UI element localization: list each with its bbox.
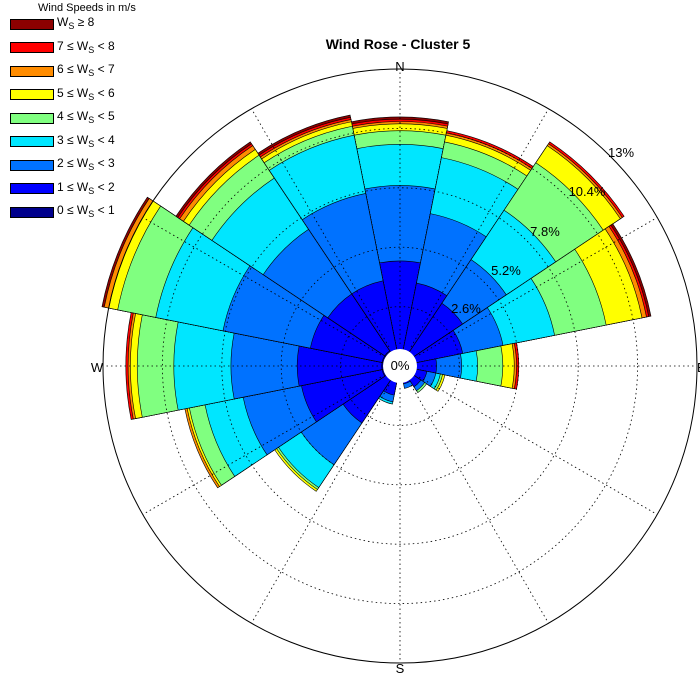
legend-swatch [10, 112, 54, 124]
wind-rose-wedges [101, 114, 652, 492]
radial-label-3: 7.8% [530, 224, 560, 239]
legend-item: 2 ≤ WS < 3 [10, 156, 115, 172]
radial-label-1: 2.6% [451, 301, 481, 316]
legend-label: WS ≥ 8 [57, 15, 95, 31]
legend-swatch [10, 89, 54, 100]
radial-label-2: 5.2% [491, 263, 521, 278]
legend-swatch [10, 18, 54, 30]
grid-circle-4 [161, 127, 639, 605]
grid-spoke-30 [410, 108, 549, 348]
west-label: W [91, 360, 104, 375]
legend-item: 4 ≤ WS < 5 [10, 109, 115, 125]
legend-label: 3 ≤ WS < 4 [57, 132, 115, 149]
center-disc [383, 349, 417, 383]
wedge-dir15-bin1 [351, 280, 401, 367]
legend-title: Wind Speeds in m/s [38, 2, 136, 14]
grid-spoke-330 [251, 108, 390, 348]
polar-grid [102, 68, 698, 664]
legend-label: 6 ≤ WS < 7 [57, 62, 115, 78]
chart-title: Wind Rose - Cluster 5 [326, 36, 471, 52]
legend-item: 5 ≤ WS < 6 [10, 85, 115, 102]
east-label: E [697, 360, 700, 375]
grid-spoke-150 [410, 384, 549, 624]
legend-item: 0 ≤ WS < 1 [10, 203, 115, 219]
legend-swatch [10, 136, 54, 147]
legend-swatch [10, 159, 54, 171]
radial-label-5: 13% [608, 145, 634, 160]
center-label: 0% [391, 358, 410, 373]
legend-label: 5 ≤ WS < 6 [57, 85, 115, 102]
legend-item: 1 ≤ WS < 2 [10, 179, 115, 196]
legend-swatch [10, 183, 54, 194]
legend: Wind Speeds in m/s WS ≥ 8 7 ≤ WS < 8 6 ≤ W… [10, 0, 168, 232]
grid-spoke-240 [142, 376, 382, 515]
legend-item: 3 ≤ WS < 4 [10, 132, 115, 149]
legend-label: 0 ≤ WS < 1 [57, 203, 115, 219]
legend-swatch [10, 206, 54, 218]
grid-circle-3 [221, 187, 579, 545]
south-label: S [396, 661, 405, 675]
legend-label: 1 ≤ WS < 2 [57, 179, 115, 196]
grid-spoke-60 [418, 217, 658, 356]
legend-label: 7 ≤ WS < 8 [57, 38, 115, 55]
grid-spoke-300 [142, 217, 382, 356]
grid-circle-2 [280, 246, 520, 486]
legend-label: 2 ≤ WS < 3 [57, 156, 115, 172]
grid-spoke-120 [418, 376, 658, 515]
legend-item: 7 ≤ WS < 8 [10, 38, 115, 55]
north-label: N [395, 59, 404, 74]
grid-spoke-210 [251, 384, 390, 624]
radial-label-4: 10.4% [569, 184, 606, 199]
legend-swatch [10, 65, 54, 77]
legend-item: 6 ≤ WS < 7 [10, 62, 115, 78]
legend-label: 4 ≤ WS < 5 [57, 109, 115, 125]
legend-item: WS ≥ 8 [10, 15, 95, 31]
legend-swatch [10, 42, 54, 53]
